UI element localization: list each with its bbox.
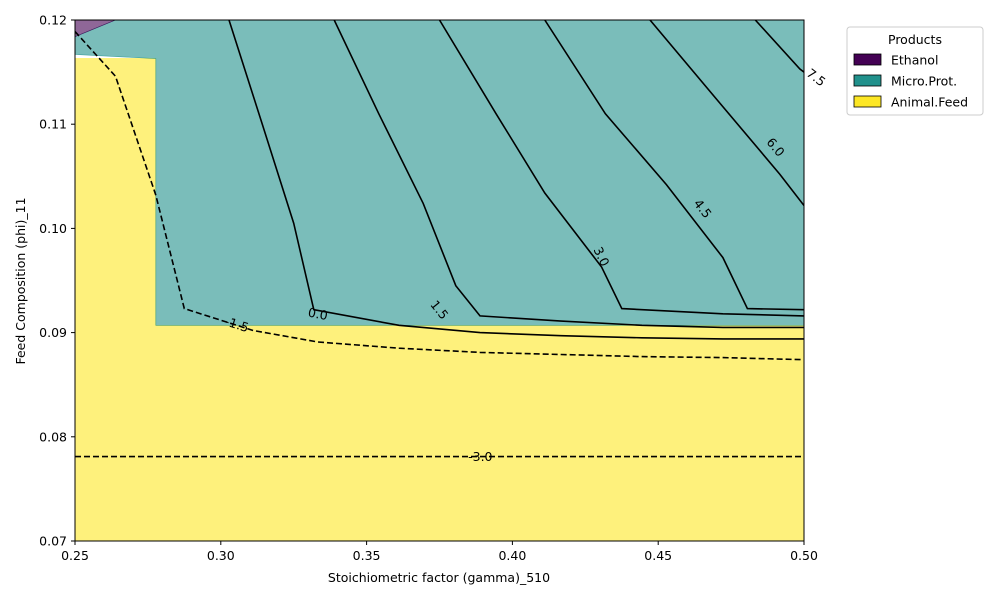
product-regions	[75, 20, 804, 541]
legend-swatch-micro-prot-	[854, 75, 881, 86]
legend-swatch-animal-feed	[854, 96, 881, 107]
y-tick-label: 0.12	[39, 13, 67, 28]
y-axis-ticks: 0.07 0.08 0.09 0.10 0.11 0.12	[39, 13, 75, 549]
y-axis-label: Feed Composition (phi)_11	[13, 197, 28, 364]
x-tick-label: 0.25	[61, 548, 89, 563]
y-tick-label: 0.07	[39, 534, 67, 549]
x-axis-ticks: 0.25 0.30 0.35 0.40 0.45 0.50	[61, 541, 818, 563]
region-micro-prot-	[75, 20, 804, 325]
x-tick-label: 0.50	[790, 548, 818, 563]
legend-label-micro-prot-: Micro.Prot.	[891, 74, 957, 89]
legend-title: Products	[888, 32, 942, 47]
legend-swatch-ethanol	[854, 54, 881, 65]
y-tick-label: 0.10	[39, 221, 67, 236]
x-tick-label: 0.45	[644, 548, 672, 563]
y-tick-label: 0.08	[39, 429, 67, 444]
legend-label-ethanol: Ethanol	[891, 53, 938, 68]
legend-label-animal-feed: Animal.Feed	[891, 95, 968, 110]
contour-label--3.0: -3.0	[468, 449, 492, 464]
contour-label-text: -3.0	[468, 449, 492, 464]
x-axis-label: Stoichiometric factor (gamma)_510	[328, 570, 550, 585]
y-tick-label: 0.11	[39, 117, 67, 132]
x-tick-label: 0.35	[353, 548, 381, 563]
contour-label-text: 7.5	[804, 65, 829, 89]
legend: Products Ethanol Micro.Prot. Animal.Feed	[847, 27, 983, 115]
y-tick-label: 0.09	[39, 325, 67, 340]
x-tick-label: 0.40	[498, 548, 526, 563]
contour-label-7.5: 7.5	[804, 65, 829, 89]
x-tick-label: 0.30	[207, 548, 235, 563]
